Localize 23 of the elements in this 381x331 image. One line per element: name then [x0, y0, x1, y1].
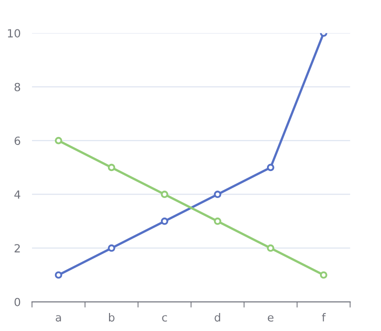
x-tick-label: f: [322, 312, 326, 322]
y-tick-label: 0: [14, 298, 20, 306]
point: [214, 190, 222, 198]
x-tick-label: a: [56, 315, 61, 322]
point: [54, 271, 62, 279]
point: [54, 136, 62, 144]
y-tick-label: 2: [14, 244, 20, 252]
x-tick-label: e: [268, 315, 274, 322]
y-tick-label: 4: [14, 190, 20, 199]
point: [160, 190, 168, 198]
y-tick-label: 8: [14, 82, 20, 92]
point: [108, 244, 116, 252]
y-tick-label: 10: [8, 29, 20, 38]
point: [214, 218, 222, 225]
x-tick-label: b: [109, 312, 114, 322]
point: [320, 271, 328, 279]
y-tick-label: 6: [14, 136, 20, 145]
point: [108, 164, 116, 172]
point: [160, 218, 168, 225]
point: [266, 244, 274, 252]
point: [266, 164, 274, 172]
x-tick-label: d: [214, 312, 220, 322]
x-tick-label: c: [162, 315, 167, 322]
